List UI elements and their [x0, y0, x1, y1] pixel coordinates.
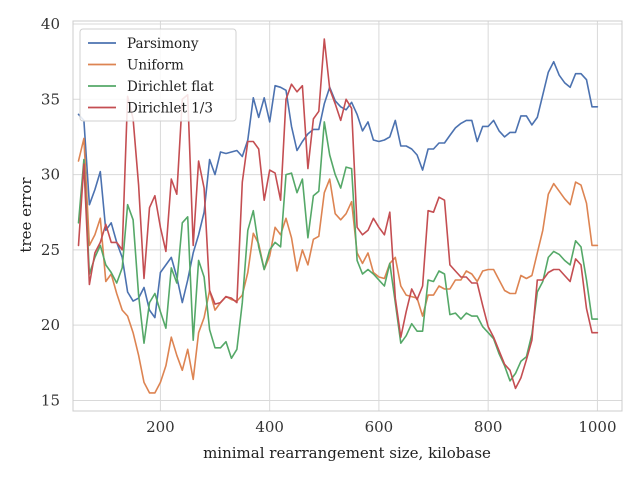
plot-frame — [72, 20, 623, 412]
legend: Parsimony Uniform Dirichlet flat Dirichlet … — [79, 28, 237, 122]
x-tick-label: 400 — [255, 418, 284, 436]
y-tick-label: 15 — [41, 391, 60, 409]
y-tick-label: 20 — [41, 316, 60, 334]
y-tick-labels: 15 20 25 30 35 40 — [41, 15, 60, 409]
legend-label: Dirichlet 1/3 — [127, 101, 213, 117]
x-axis-label: minimal rearrangement size, kilobase — [203, 444, 491, 462]
x-tick-label: 200 — [146, 418, 175, 436]
series-line-uniform — [77, 137, 599, 394]
series-line-parsimony — [77, 60, 599, 319]
series-lines — [77, 38, 599, 394]
legend-label: Dirichlet flat — [127, 79, 214, 95]
legend-label: Uniform — [127, 58, 184, 74]
x-tick-label: 600 — [365, 418, 394, 436]
series-line-dirichlet-flat — [77, 121, 599, 382]
y-tick-label: 40 — [41, 15, 60, 33]
x-tick-label: 800 — [474, 418, 503, 436]
legend-box — [79, 28, 237, 122]
y-tick-label: 30 — [41, 166, 60, 184]
x-tick-labels: 200 400 600 800 1000 — [146, 418, 616, 436]
legend-label: Parsimony — [127, 36, 199, 52]
y-tick-label: 25 — [41, 241, 60, 259]
x-tick-label: 1000 — [578, 418, 616, 436]
series-line-dirichlet-1-3 — [77, 38, 599, 390]
y-axis-label: tree error — [17, 177, 35, 253]
legend-items: Parsimony Uniform Dirichlet flat Dirichlet … — [88, 36, 214, 117]
y-tick-label: 35 — [41, 90, 60, 108]
